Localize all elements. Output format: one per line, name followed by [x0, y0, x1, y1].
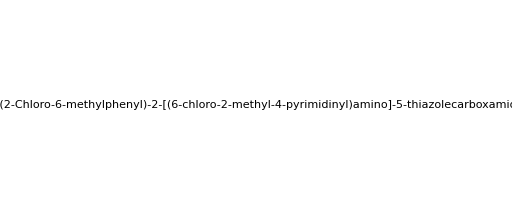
Text: N-(2-Chloro-6-methylphenyl)-2-[(6-chloro-2-methyl-4-pyrimidinyl)amino]-5-thiazol: N-(2-Chloro-6-methylphenyl)-2-[(6-chloro…: [0, 100, 512, 110]
